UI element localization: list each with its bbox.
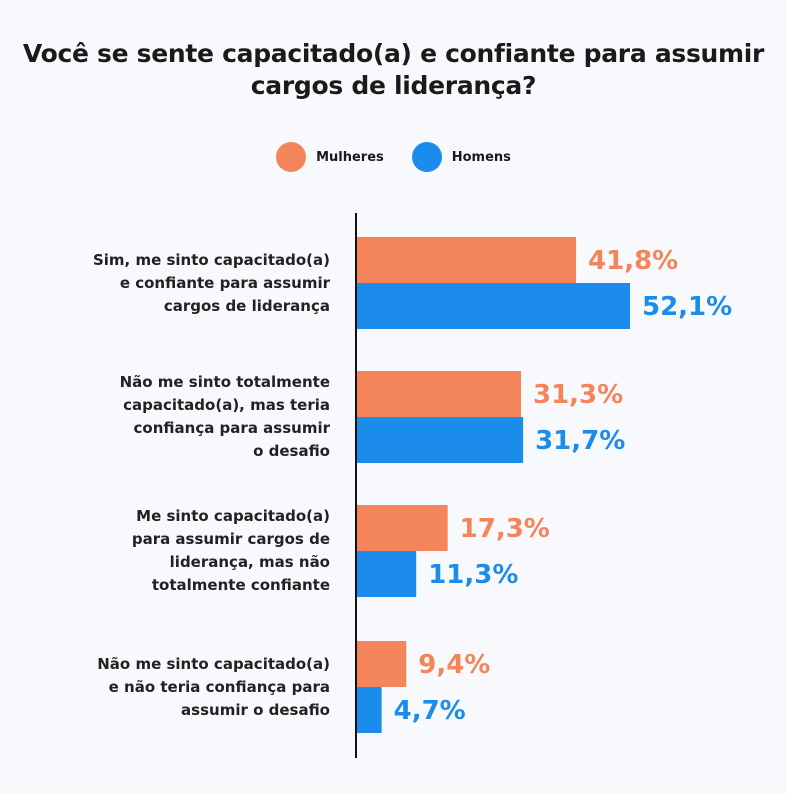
data-label: 17,3%: [460, 514, 550, 544]
legend-swatch-homens: [411, 142, 442, 172]
category-label-line: totalmente confiante: [151, 576, 330, 594]
bar-homens-2: [357, 551, 417, 597]
bar-mulheres-1: [357, 371, 522, 417]
category-label: Sim, me sinto capacitado(a) e confiante p…: [30, 249, 330, 318]
data-label: 52,1%: [642, 292, 732, 322]
category-label-line: para assumir cargos de: [131, 530, 330, 548]
category-label-line: Não me sinto totalmente: [119, 373, 330, 391]
data-label: 9,4%: [418, 650, 490, 680]
category-label: Não me sinto capacitado(a) e não teria co…: [30, 653, 330, 722]
category-label-line: Sim, me sinto capacitado(a): [92, 250, 330, 269]
bar-mulheres-0: [357, 237, 577, 283]
legend-swatch-mulheres: [276, 142, 307, 172]
category-label-line: e não teria confiança para: [108, 677, 330, 696]
category-label-line: cargos de liderança: [163, 296, 330, 315]
legend-item-mulheres: Mulheres: [276, 142, 384, 172]
data-label: 4,7%: [394, 696, 466, 726]
data-label: 31,3%: [533, 380, 623, 410]
category-label: Não me sinto totalmente capacitado(a), ma…: [30, 371, 330, 463]
legend-item-homens: Homens: [411, 142, 511, 172]
category-label-line: confiança para assumir: [133, 419, 330, 437]
legend-label-homens: Homens: [451, 149, 511, 165]
category-label-line: capacitado(a), mas teria: [123, 396, 330, 414]
category-label: Me sinto capacitado(a) para assumir cargo…: [30, 505, 330, 597]
category-label-line: o desafio: [253, 442, 330, 460]
data-label: 31,7%: [535, 426, 625, 456]
legend-label-mulheres: Mulheres: [316, 149, 384, 165]
chart-title: Você se sente capacitado(a) e confiante …: [22, 39, 765, 100]
bar-homens-0: [357, 283, 631, 329]
category-label-line: e confiante para assumir: [119, 273, 330, 292]
bar-homens-1: [357, 417, 524, 463]
bar-mulheres-2: [357, 505, 448, 551]
bar-homens-3: [357, 687, 382, 733]
data-label: 11,3%: [428, 560, 518, 590]
data-label: 41,8%: [588, 246, 678, 276]
bar-mulheres-3: [357, 641, 407, 687]
category-label-line: liderança, mas não: [169, 553, 330, 571]
legend: Mulheres Homens: [0, 142, 787, 172]
category-label-line: Me sinto capacitado(a): [136, 507, 330, 525]
category-label-line: assumir o desafio: [181, 700, 330, 719]
category-label-line: Não me sinto capacitado(a): [97, 654, 330, 673]
